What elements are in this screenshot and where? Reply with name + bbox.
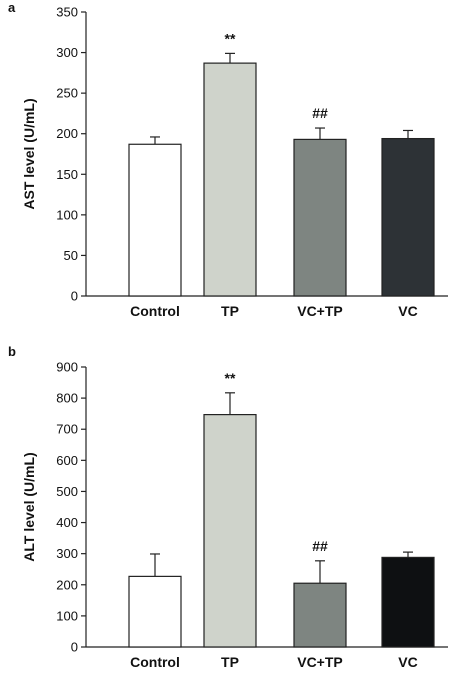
y-tick-label: 200 (56, 126, 78, 141)
bar-annotation-3: ## (312, 105, 328, 121)
y-tick-label: 500 (56, 484, 78, 499)
category-label: Control (130, 303, 180, 319)
panel-letter: a (8, 0, 16, 15)
bar-2 (203, 62, 257, 297)
y-tick-label: 300 (56, 546, 78, 561)
y-tick-label: 250 (56, 86, 78, 101)
y-axis-title: AST level (U/mL) (21, 98, 37, 209)
bar-4 (381, 556, 435, 648)
y-tick-label: 350 (56, 5, 78, 20)
category-label: VC (398, 654, 417, 670)
y-tick-label: 150 (56, 167, 78, 182)
y-tick-label: 50 (64, 248, 78, 263)
y-tick-label: 100 (56, 608, 78, 623)
y-tick-label: 800 (56, 391, 78, 406)
y-tick-label: 100 (56, 207, 78, 222)
chart-panel-b: b 0 100 200 300 400 500 600 700 800 900 ALT level (… (8, 344, 448, 670)
chart-panel-a: a 0 50 100 150 200 250 300 350 AST level (U/mL) Co… (8, 0, 448, 319)
category-label: VC+TP (297, 303, 343, 319)
y-tick-label: 200 (56, 577, 78, 592)
bar-1 (128, 575, 182, 648)
bar-4 (381, 137, 435, 297)
bar-1 (128, 143, 182, 297)
bar-annotation-2: ** (225, 370, 236, 386)
bar-annotation-3: ## (312, 538, 328, 554)
y-tick-label: 600 (56, 453, 78, 468)
category-label: VC+TP (297, 654, 343, 670)
category-label: TP (221, 303, 239, 319)
bar-annotation-2: ** (225, 30, 236, 46)
panel-letter: b (8, 344, 16, 359)
y-tick-label: 0 (71, 640, 78, 655)
y-tick-label: 300 (56, 45, 78, 60)
bar-2 (203, 414, 257, 648)
category-label: VC (398, 303, 417, 319)
y-tick-label: 400 (56, 515, 78, 530)
category-label: TP (221, 654, 239, 670)
y-tick-label: 900 (56, 360, 78, 375)
category-label: Control (130, 654, 180, 670)
y-axis-title: ALT level (U/mL) (21, 452, 37, 561)
y-tick-label: 700 (56, 422, 78, 437)
bar-3 (293, 138, 347, 297)
y-tick-label: 0 (71, 289, 78, 304)
bar-3 (293, 582, 347, 648)
